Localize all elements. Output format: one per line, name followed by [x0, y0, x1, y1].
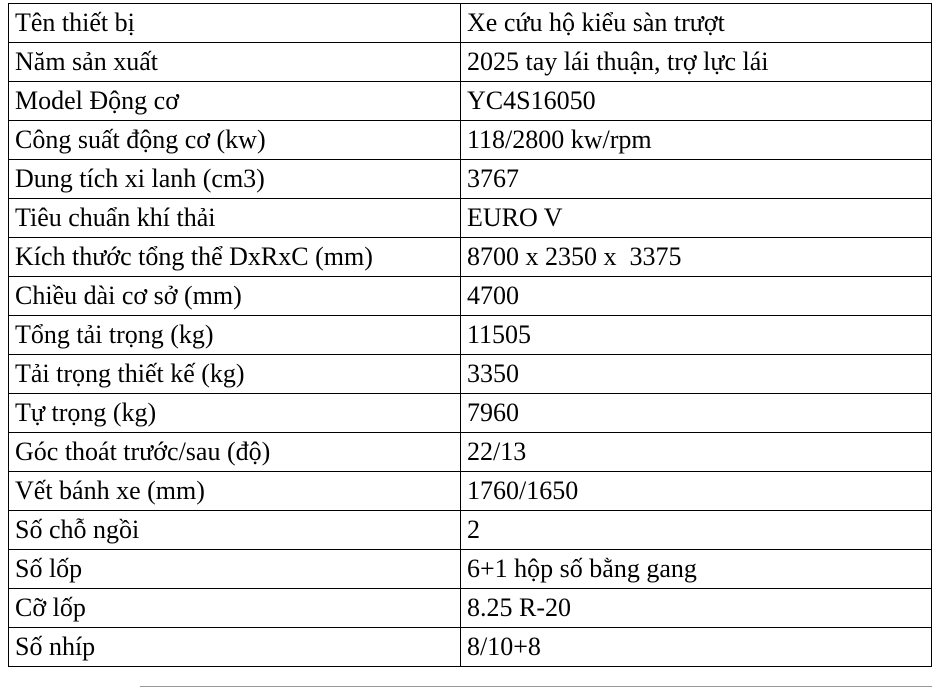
- spec-label: Model Động cơ: [8, 81, 461, 121]
- spec-label: Tiêu chuẩn khí thải: [8, 198, 461, 238]
- spec-value: YC4S16050: [460, 81, 932, 121]
- table-row: Công suất động cơ (kw) 118/2800 kw/rpm: [8, 120, 932, 160]
- table-row: Số nhíp 8/10+8: [8, 627, 932, 667]
- spec-label: Kích thước tổng thể DxRxC (mm): [8, 237, 461, 277]
- spec-value: 3350: [460, 354, 932, 394]
- spec-label: Tên thiết bị: [8, 3, 461, 43]
- divider: [140, 686, 932, 687]
- table-row: Tải trọng thiết kế (kg) 3350: [8, 354, 932, 394]
- spec-label: Số chỗ ngồi: [8, 510, 461, 550]
- spec-value: 7960: [460, 393, 932, 433]
- table-row: Số lốp 6+1 hộp số bằng gang: [8, 549, 932, 589]
- spec-label: Góc thoát trước/sau (độ): [8, 432, 461, 472]
- table-row: Cỡ lốp 8.25 R-20: [8, 588, 932, 628]
- spec-value: 2: [460, 510, 932, 550]
- spec-label: Tải trọng thiết kế (kg): [8, 354, 461, 394]
- spec-label: Tổng tải trọng (kg): [8, 315, 461, 355]
- spec-label: Năm sản xuất: [8, 42, 461, 82]
- spec-value: 118/2800 kw/rpm: [460, 120, 932, 160]
- spec-label: Chiều dài cơ sở (mm): [8, 276, 461, 316]
- table-row: Tiêu chuẩn khí thải EURO V: [8, 198, 932, 238]
- spec-value: 4700: [460, 276, 932, 316]
- spec-value: EURO V: [460, 198, 932, 238]
- spec-value: 2025 tay lái thuận, trợ lực lái: [460, 42, 932, 82]
- spec-value: 8/10+8: [460, 627, 932, 667]
- spec-label: Dung tích xi lanh (cm3): [8, 159, 461, 199]
- table-row: Năm sản xuất 2025 tay lái thuận, trợ lực …: [8, 42, 932, 82]
- spec-value: Xe cứu hộ kiểu sàn trượt: [460, 3, 932, 43]
- table-row: Dung tích xi lanh (cm3) 3767: [8, 159, 932, 199]
- spec-value: 6+1 hộp số bằng gang: [460, 549, 932, 589]
- spec-label: Cỡ lốp: [8, 588, 461, 628]
- table-row: Vết bánh xe (mm) 1760/1650: [8, 471, 932, 511]
- spec-label: Tự trọng (kg): [8, 393, 461, 433]
- table-row: Tên thiết bị Xe cứu hộ kiểu sàn trượt: [8, 3, 932, 43]
- spec-value: 3767: [460, 159, 932, 199]
- spec-table: Tên thiết bị Xe cứu hộ kiểu sàn trượt Năm …: [8, 3, 932, 667]
- spec-value: 8.25 R-20: [460, 588, 932, 628]
- spec-label: Số nhíp: [8, 627, 461, 667]
- table-row: Kích thước tổng thể DxRxC (mm) 8700 x 235…: [8, 237, 932, 277]
- table-body: Tên thiết bị Xe cứu hộ kiểu sàn trượt Năm …: [8, 3, 932, 667]
- table-row: Số chỗ ngồi 2: [8, 510, 932, 550]
- spec-label: Vết bánh xe (mm): [8, 471, 461, 511]
- spec-label: Số lốp: [8, 549, 461, 589]
- table-row: Góc thoát trước/sau (độ) 22/13: [8, 432, 932, 472]
- spec-label: Công suất động cơ (kw): [8, 120, 461, 160]
- spec-value: 8700 x 2350 x 3375: [460, 237, 932, 277]
- spec-value: 22/13: [460, 432, 932, 472]
- table-row: Model Động cơ YC4S16050: [8, 81, 932, 121]
- table-row: Tự trọng (kg) 7960: [8, 393, 932, 433]
- spec-value: 11505: [460, 315, 932, 355]
- table-row: Tổng tải trọng (kg) 11505: [8, 315, 932, 355]
- spec-value: 1760/1650: [460, 471, 932, 511]
- table-row: Chiều dài cơ sở (mm) 4700: [8, 276, 932, 316]
